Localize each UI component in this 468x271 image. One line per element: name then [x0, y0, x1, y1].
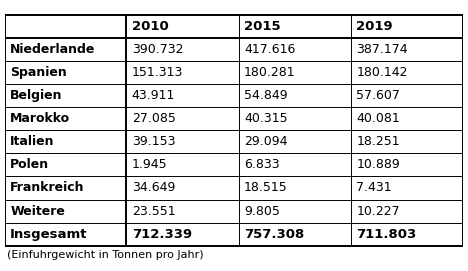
Text: 180.142: 180.142 — [357, 66, 408, 79]
Text: 40.315: 40.315 — [244, 112, 288, 125]
Text: Niederlande: Niederlande — [10, 43, 95, 56]
Text: 2010: 2010 — [132, 20, 168, 33]
Text: Frankreich: Frankreich — [10, 182, 85, 195]
Text: Insgesamt: Insgesamt — [10, 228, 88, 241]
Text: 27.085: 27.085 — [132, 112, 176, 125]
Text: 151.313: 151.313 — [132, 66, 183, 79]
Text: 39.153: 39.153 — [132, 135, 175, 148]
Text: Polen: Polen — [10, 158, 49, 171]
Text: 43.911: 43.911 — [132, 89, 175, 102]
Text: 7.431: 7.431 — [357, 182, 392, 195]
Text: Marokko: Marokko — [10, 112, 70, 125]
Text: Spanien: Spanien — [10, 66, 67, 79]
Text: 18.251: 18.251 — [357, 135, 400, 148]
Text: 6.833: 6.833 — [244, 158, 280, 171]
Text: 40.081: 40.081 — [357, 112, 400, 125]
Text: 29.094: 29.094 — [244, 135, 288, 148]
Text: 390.732: 390.732 — [132, 43, 183, 56]
Text: Italien: Italien — [10, 135, 55, 148]
Text: 711.803: 711.803 — [357, 228, 417, 241]
Text: 757.308: 757.308 — [244, 228, 304, 241]
Text: 2019: 2019 — [357, 20, 393, 33]
Text: 9.805: 9.805 — [244, 205, 280, 218]
Text: 10.227: 10.227 — [357, 205, 400, 218]
Text: 712.339: 712.339 — [132, 228, 192, 241]
Text: 180.281: 180.281 — [244, 66, 296, 79]
Text: 18.515: 18.515 — [244, 182, 288, 195]
Text: 1.945: 1.945 — [132, 158, 168, 171]
Text: 57.607: 57.607 — [357, 89, 400, 102]
Text: 54.849: 54.849 — [244, 89, 288, 102]
Text: Belgien: Belgien — [10, 89, 63, 102]
Text: 23.551: 23.551 — [132, 205, 176, 218]
Text: 10.889: 10.889 — [357, 158, 400, 171]
Text: Weitere: Weitere — [10, 205, 65, 218]
Text: 417.616: 417.616 — [244, 43, 295, 56]
Text: (Einfuhrgewicht in Tonnen pro Jahr): (Einfuhrgewicht in Tonnen pro Jahr) — [7, 250, 204, 260]
Text: 34.649: 34.649 — [132, 182, 175, 195]
Text: 2015: 2015 — [244, 20, 281, 33]
Text: 387.174: 387.174 — [357, 43, 408, 56]
